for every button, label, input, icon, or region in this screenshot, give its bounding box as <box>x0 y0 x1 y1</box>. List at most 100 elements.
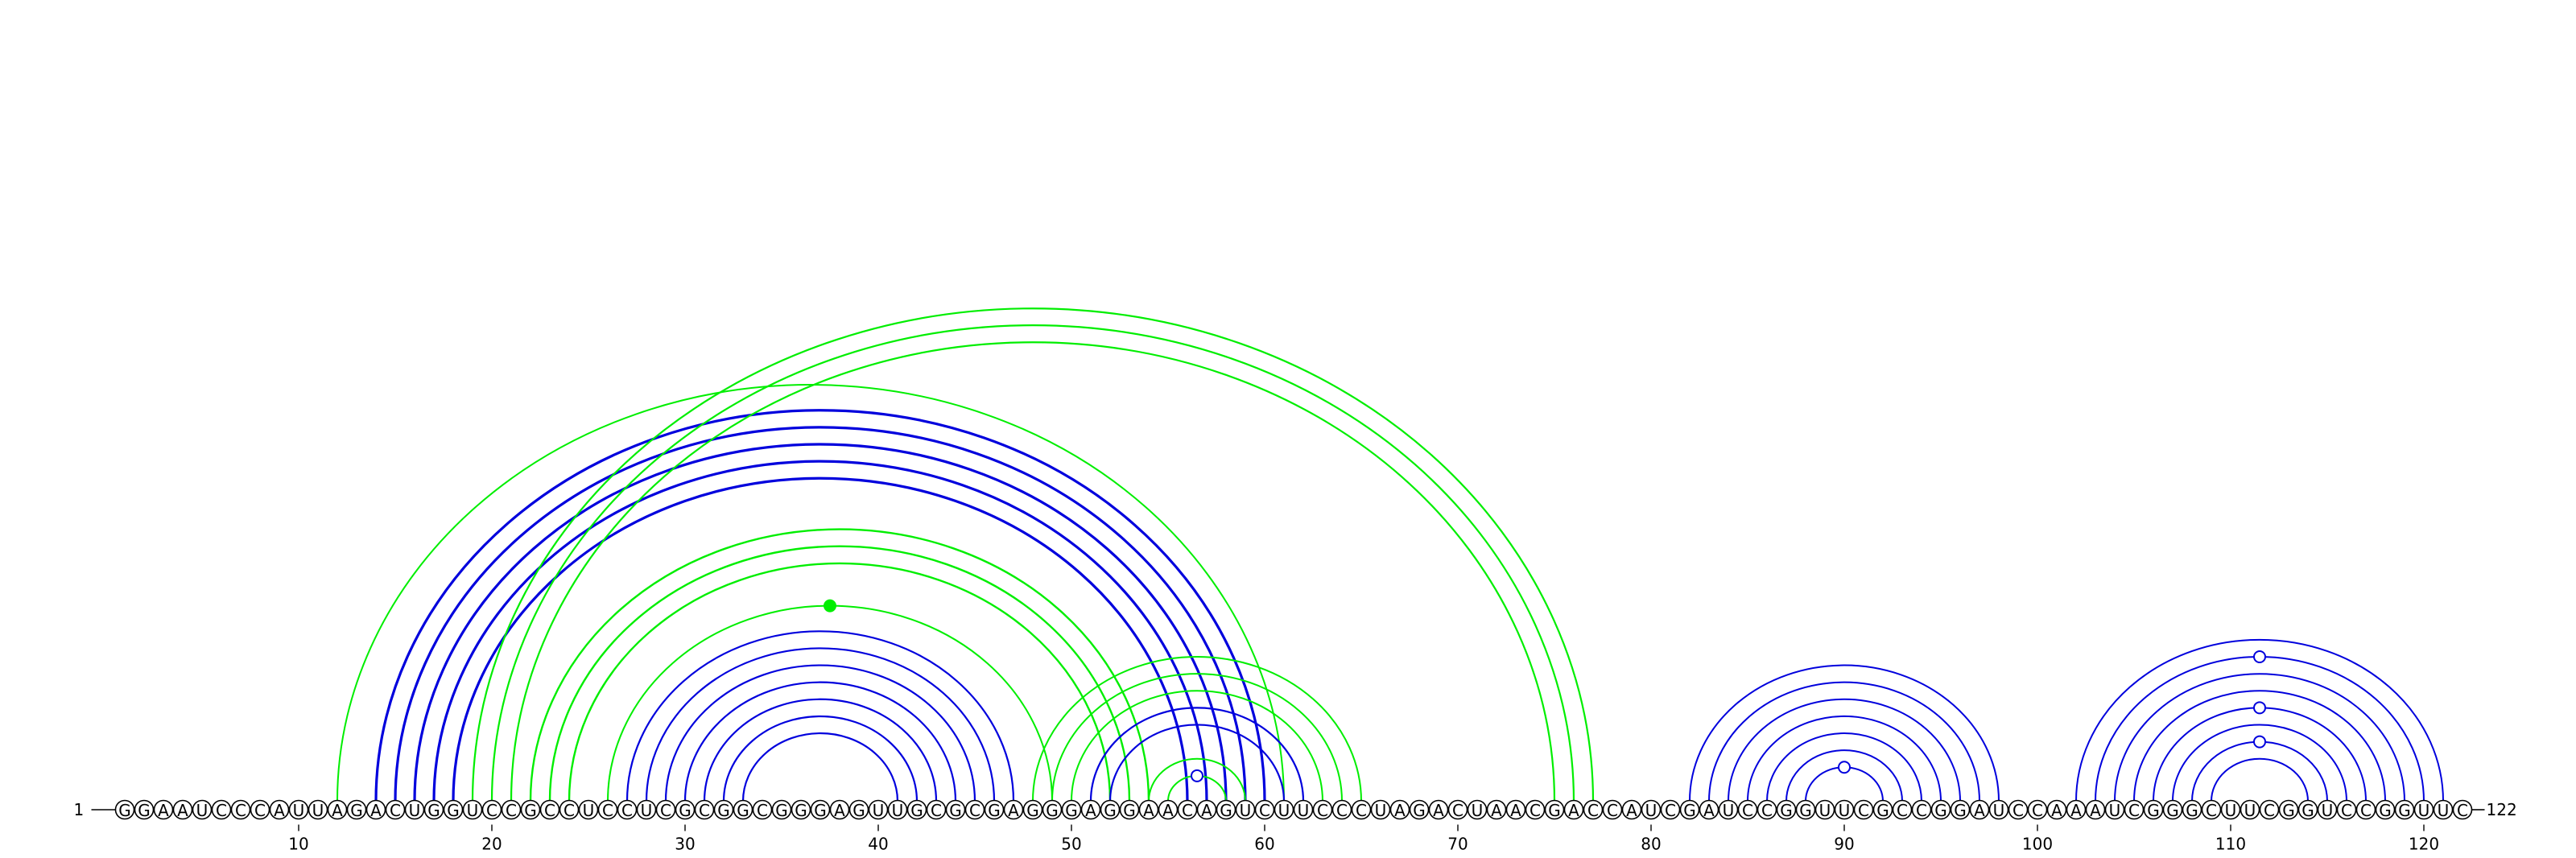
nucleotide-circle <box>501 799 522 820</box>
nucleotide: G <box>114 799 135 820</box>
nucleotide-circle <box>2413 799 2434 820</box>
arc-109-114 <box>2211 757 2309 802</box>
nucleotide-letter: U <box>1993 801 2005 820</box>
arc-21-75 <box>510 341 1556 802</box>
nucleotide-circle <box>1293 799 1314 820</box>
nucleotide: G <box>1100 799 1121 820</box>
nucleotide: G <box>791 799 811 820</box>
tick-label: 40 <box>868 835 888 854</box>
nucleotide-letter: G <box>1799 801 1812 820</box>
nucleotide: G <box>2278 799 2299 820</box>
tick-label: 20 <box>481 835 502 854</box>
nucleotide-letter: G <box>1683 801 1696 820</box>
arc-14-60 <box>374 409 1266 802</box>
nucleotide: C <box>2259 799 2280 820</box>
nucleotide: U <box>404 799 425 820</box>
nucleotide-letter: C <box>660 801 671 820</box>
nucleotide-circle <box>1641 799 1662 820</box>
nucleotide-letter: C <box>486 801 497 820</box>
nucleotide-letter: G <box>2166 801 2179 820</box>
arc-50-63 <box>1071 690 1323 802</box>
nucleotide: C <box>1351 799 1372 820</box>
nucleotide-letter: G <box>118 801 131 820</box>
nucleotide-circle <box>2259 799 2280 820</box>
nucleotide-circle <box>868 799 889 820</box>
nucleotide-circle <box>1138 799 1159 820</box>
nucleotide: U <box>308 799 328 820</box>
nucleotide-letter: G <box>852 801 865 820</box>
nucleotide-letter: U <box>641 801 653 820</box>
nucleotide: A <box>269 799 290 820</box>
nucleotide-circle <box>848 799 869 820</box>
nucleotide-circle <box>1757 799 1777 820</box>
nucleotide-letter: C <box>1356 801 1367 820</box>
nucleotide-letter: C <box>2457 801 2468 820</box>
nucleotide: U <box>1370 799 1391 820</box>
nucleotide: C <box>1911 799 1932 820</box>
nucleotide-letter: A <box>1143 801 1154 820</box>
nucleotide: G <box>906 799 927 820</box>
nucleotide: U <box>1293 799 1314 820</box>
nucleotide-letter: G <box>775 801 788 820</box>
nucleotide: A <box>829 799 850 820</box>
nucleotide-letter: G <box>1954 801 1967 820</box>
nucleotide: C <box>655 799 676 820</box>
nucleotide: C <box>1583 799 1604 820</box>
arc-18-56 <box>452 476 1189 802</box>
nucleotide-letter: C <box>390 801 401 820</box>
pair-markers <box>824 599 2266 782</box>
nucleotide: C <box>1312 799 1333 820</box>
nucleotide: C <box>539 799 560 820</box>
nucleotide-letter: C <box>1761 801 1773 820</box>
nucleotide: C <box>211 799 232 820</box>
nucleotide-circle <box>2008 799 2029 820</box>
nucleotide: A <box>1486 799 1507 820</box>
nucleotide-circle <box>520 799 541 820</box>
nucleotide-circle <box>462 799 483 820</box>
nucleotide-circle <box>327 799 348 820</box>
arc-26-49 <box>607 604 1053 802</box>
nucleotide: C <box>1737 799 1758 820</box>
tick-label: 30 <box>675 835 695 854</box>
nucleotide-letter: U <box>2322 801 2334 820</box>
nucleotide-circle <box>1235 799 1256 820</box>
nucleotide-letter: U <box>1472 801 1484 820</box>
nucleotide-letter: A <box>1626 801 1637 820</box>
nucleotide-letter: G <box>1548 801 1561 820</box>
nucleotide-letter: U <box>583 801 595 820</box>
nucleotide: G <box>346 799 367 820</box>
nucleotide-letter: G <box>2186 801 2198 820</box>
arc-28-46 <box>645 647 996 802</box>
nucleotide-letter: A <box>274 801 285 820</box>
nucleotide: C <box>1447 799 1468 820</box>
nucleotide-circle <box>2317 799 2338 820</box>
arc-102-121 <box>2075 638 2444 802</box>
nucleotide-letter: G <box>2398 801 2411 820</box>
nucleotide: U <box>887 799 908 820</box>
nucleotide-letter: U <box>1375 801 1387 820</box>
nucleotide: A <box>1196 799 1217 820</box>
arc-22-54 <box>529 528 1150 802</box>
nucleotide-circle <box>1892 799 1913 820</box>
marker-88-92 <box>1838 761 1851 774</box>
nucleotide: A <box>1003 799 1024 820</box>
nucleotide-circle <box>945 799 966 820</box>
nucleotide-circle <box>655 799 676 820</box>
arc-27-47 <box>625 630 1015 802</box>
tick-label: 100 <box>2022 835 2053 854</box>
nucleotide-letter: G <box>1046 801 1059 820</box>
nucleotide: G <box>771 799 792 820</box>
nucleotide-circle <box>1621 799 1642 820</box>
nucleotide-circle <box>211 799 232 820</box>
nucleotide-letter: G <box>1123 801 1136 820</box>
nucleotide-circle <box>1061 799 1082 820</box>
arc-104-119 <box>2114 673 2405 802</box>
nucleotide-letter: A <box>1974 801 1985 820</box>
nucleotide-circle <box>2124 799 2145 820</box>
nucleotide-circle <box>1699 799 1719 820</box>
nucleotide: G <box>810 799 831 820</box>
nucleotide-circle <box>365 799 386 820</box>
nucleotide-circle <box>2066 799 2087 820</box>
nucleotide-circle <box>1486 799 1507 820</box>
nucleotide: G <box>733 799 753 820</box>
